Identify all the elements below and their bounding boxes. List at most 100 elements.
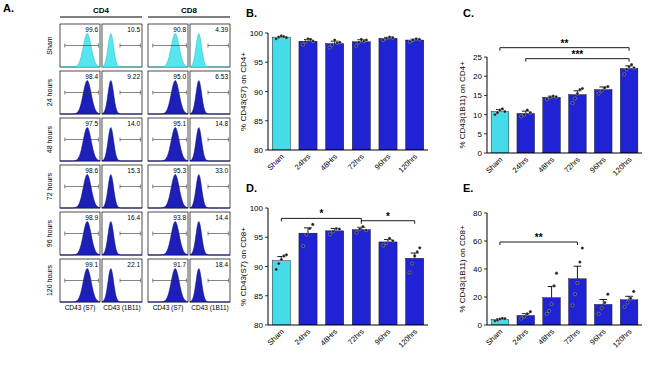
y-tick-label: 95 — [254, 58, 263, 67]
data-point — [573, 293, 576, 296]
bar — [543, 298, 561, 325]
y-tick-label: 80 — [473, 209, 482, 218]
significance-label: ** — [561, 38, 569, 49]
y-tick-label: 15 — [473, 91, 482, 100]
data-point — [364, 229, 367, 232]
y-tick-label: 60 — [473, 237, 482, 246]
y-axis-label: % CD43(S7) on CD4+ — [239, 52, 248, 131]
data-point — [388, 237, 391, 240]
gate-end — [228, 91, 229, 95]
data-point — [603, 301, 606, 304]
gate-percent: 90.8 — [173, 26, 186, 33]
data-point — [408, 271, 411, 274]
bar — [379, 38, 397, 150]
histogram-shape — [60, 175, 100, 209]
data-point — [358, 227, 361, 230]
gate-percent: 97.5 — [85, 120, 98, 127]
histogram-frame — [148, 118, 188, 161]
histogram-shape — [102, 34, 142, 67]
data-point — [606, 293, 609, 296]
gate-percent: 16.4 — [127, 214, 140, 221]
bar — [406, 40, 424, 150]
y-axis — [487, 57, 488, 153]
data-point — [338, 41, 341, 44]
gate-line — [153, 233, 187, 234]
bar — [299, 233, 317, 325]
y-axis — [268, 208, 269, 325]
histogram-shape — [148, 128, 188, 162]
data-point — [361, 225, 364, 228]
marks — [272, 34, 423, 150]
y-tick-label: 10 — [473, 111, 482, 120]
row-label: 96 hours — [46, 219, 53, 247]
data-point — [632, 66, 635, 69]
y-tick-label: 95 — [254, 233, 263, 242]
data-point — [275, 268, 278, 271]
gate-end — [120, 138, 121, 142]
category-label: 48Hrs — [319, 152, 340, 173]
category-label: Sham — [484, 155, 504, 175]
category-label: 24hrs — [293, 152, 313, 172]
data-point — [415, 37, 418, 40]
gate-end — [186, 232, 187, 236]
gate-percent: 18.4 — [215, 261, 228, 268]
y-tick-label: 90 — [254, 263, 263, 272]
histogram-shape — [60, 222, 100, 256]
y-axis-label: % CD43(S7) on CD8+ — [239, 227, 248, 306]
data-point — [597, 312, 600, 315]
y-tick-label: 25 — [473, 53, 482, 62]
gate-end — [208, 279, 209, 283]
x-axis — [487, 325, 642, 326]
bar — [517, 113, 535, 153]
gate-percent: 14.8 — [215, 120, 228, 127]
y-tick-label: 20 — [473, 293, 482, 302]
bar — [272, 37, 290, 150]
histogram-frame — [148, 24, 188, 67]
data-point — [301, 43, 304, 46]
gate-end — [120, 185, 121, 189]
gate-line — [120, 92, 140, 93]
bar — [352, 230, 370, 325]
gate-line — [208, 186, 228, 187]
gate-end — [152, 138, 153, 142]
data-point — [413, 254, 416, 257]
gate-end — [152, 44, 153, 48]
gate-line — [153, 186, 187, 187]
histogram-shape — [102, 222, 142, 255]
data-point — [597, 92, 600, 95]
bar-chart: C.% CD43(1B11) on CD4+0510152025Sham24hr… — [458, 7, 642, 178]
gate-line — [208, 233, 228, 234]
y-tick-label: 0 — [478, 321, 483, 330]
bar — [491, 112, 509, 153]
header-rule — [148, 16, 230, 17]
histogram-frame — [190, 71, 230, 114]
histogram-frame — [148, 259, 188, 302]
histogram-frame — [102, 71, 142, 114]
gate-percent: 98.9 — [85, 214, 98, 221]
category-label: 24hrs — [511, 155, 531, 175]
histogram-frame — [190, 212, 230, 255]
y-tick-label: 80 — [254, 146, 263, 155]
histogram-frame — [102, 24, 142, 67]
data-point — [552, 95, 555, 98]
category-label: 120hrs — [611, 327, 634, 350]
x-label: CD43 (S7) — [153, 304, 184, 312]
gate-line — [153, 45, 187, 46]
data-point — [581, 246, 584, 249]
panel-label: B. — [246, 7, 257, 19]
category-label: 72hrs — [562, 155, 582, 175]
x-axis — [268, 150, 428, 151]
data-point — [411, 262, 414, 265]
data-point — [311, 40, 314, 43]
error-cap — [625, 296, 633, 297]
gate-line — [120, 186, 140, 187]
histogram-shape — [60, 34, 100, 68]
data-point — [600, 307, 603, 310]
data-point — [335, 227, 338, 230]
category-label: 72hrs — [346, 152, 366, 172]
data-point — [357, 41, 360, 44]
error-bar — [577, 266, 578, 279]
data-point — [576, 92, 579, 95]
data-point — [571, 304, 574, 307]
gate-end — [186, 279, 187, 283]
